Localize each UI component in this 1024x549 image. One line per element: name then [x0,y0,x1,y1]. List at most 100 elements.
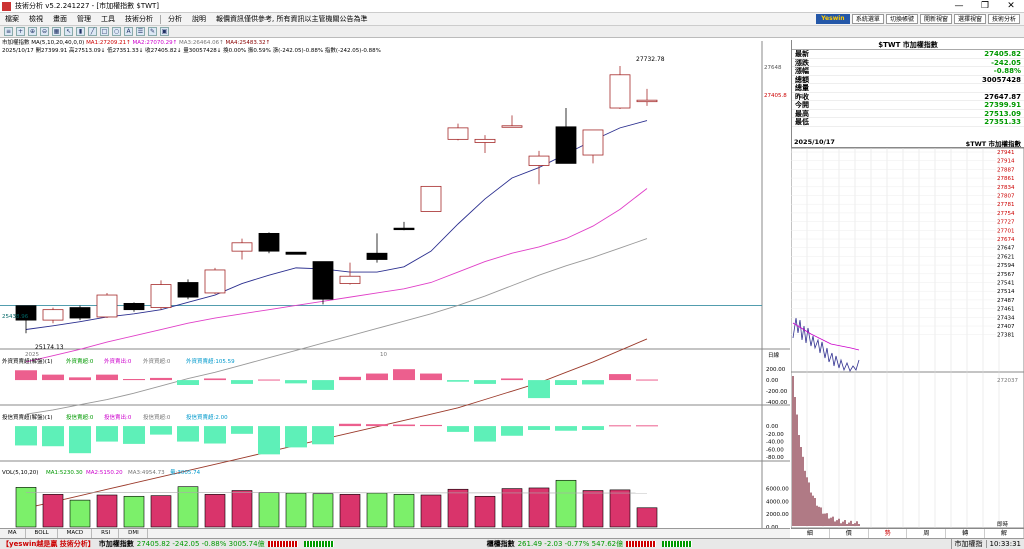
menu-file[interactable]: 檔案 [5,15,19,23]
circle-icon[interactable]: ○ [112,27,121,36]
zoom-in-icon[interactable]: ⊕ [28,27,37,36]
cursor-icon[interactable]: ↖ [64,27,73,36]
menu-analysis[interactable]: 分析 [168,15,182,23]
info-bar: 市加權指數 MA(5,10,20,40,0,0) MA1:27209.21↑ M… [0,39,762,57]
foreign-panel: 200.00 0.00 -200.00 -400.00 [15,367,788,406]
mini-tick: 27941 [997,150,1015,156]
fib-icon[interactable]: ☰ [136,27,145,36]
tab-rsi[interactable]: RSI [93,529,120,538]
menu-tech[interactable]: 技術分析 [125,15,153,23]
zoom-out-icon[interactable]: ⊖ [40,27,49,36]
bar [42,426,64,447]
bar [555,380,577,385]
mini-tick: 27514 [997,289,1015,295]
select-window-button[interactable]: 選擇視窗 [953,14,986,24]
bar [339,423,361,427]
left-tag: 25438.96 [2,314,29,320]
bar [231,380,253,384]
dealer-title: 投信買賣超(解盤)(1) [2,413,53,421]
status-idx1-name: 市加權指數 [98,540,134,548]
tab-turnover[interactable]: 轉 [946,529,986,538]
minimize-button[interactable]: — [954,1,964,11]
info-ma2: MA2:27070.29↑ [132,40,178,46]
volume-bar [177,486,199,528]
candle [447,127,469,140]
info-vol: 量30057428↓ [183,48,222,54]
volume-bar [366,492,388,528]
menu-view[interactable]: 檢視 [29,15,43,23]
candle [339,275,361,284]
maximize-button[interactable]: ❐ [980,1,990,11]
tab-analysis[interactable]: 解 [985,529,1024,538]
plus-icon[interactable]: + [16,27,25,36]
candle [258,232,280,252]
quote-key: 總量 [795,84,809,92]
mini-tick: 27647 [997,246,1015,252]
status-right-label: 市加權指 [950,539,986,549]
quote-value: -242.05 [991,58,1021,67]
menu-tools[interactable]: 工具 [101,15,115,23]
tab-boll[interactable]: BOLL [27,529,58,538]
candle [150,284,172,308]
candle [123,302,145,311]
candle [69,307,91,319]
max-price-label: 27732.78 [636,56,665,63]
info-name: 市加權指數 [2,40,30,46]
quote-value: 27647.87 [984,92,1021,101]
info-ma3: MA3:26464.06↑ [179,40,224,46]
tab-macd[interactable]: MACD [59,529,93,538]
volume-bar [285,492,307,528]
bar [150,426,172,435]
draw-icon[interactable]: ✎ [148,27,157,36]
close-button[interactable]: ✕ [1007,1,1015,11]
bar [582,426,604,430]
tab-dmi[interactable]: DMI [120,529,148,538]
mini-chart[interactable]: 27941 27914 27887 27861 27834 27807 27781 27754… [791,148,1024,528]
tab-price[interactable]: 價 [830,529,869,538]
menu-screen[interactable]: 畫面 [53,15,67,23]
new-window-button[interactable]: 開新視窗 [919,14,952,24]
line-icon[interactable]: ╱ [88,27,97,36]
bar [231,426,253,434]
mini-tick: 27727 [997,220,1015,226]
menu-icon[interactable]: ≡ [4,27,13,36]
mini-price-line [792,317,860,372]
bar [501,378,523,381]
volume-tick: 0.00 [766,525,779,530]
quote-key: 最低 [795,118,809,126]
chart-area[interactable]: 200.00 0.00 -200.00 -400.00 0.00 -20.00 -40.0… [0,40,790,530]
volume-legend-4: 量:3005.74 [170,469,201,476]
bar [636,379,658,381]
bar [312,426,334,445]
candle [285,251,307,255]
info-chg2: 振0.59% [247,48,271,54]
volume-legend-3: MA3:4954.73 [128,470,165,476]
bar-icon[interactable]: ▮ [76,27,85,36]
tech-analysis-button[interactable]: 技術分析 [987,14,1020,24]
candle [528,155,550,166]
dealer-legend-4: 投信買賣超:2.00 [186,413,228,421]
candle [474,138,496,143]
dealer-panel: 0.00 -20.00 -40.00-60.00 -80.00 [15,423,784,461]
dealer-tick: -60.00 [766,447,784,453]
menu-manage[interactable]: 管理 [77,15,91,23]
save-icon[interactable]: ▣ [160,27,169,36]
tab-trend[interactable]: 勢 [869,529,908,538]
tab-week[interactable]: 周 [907,529,947,538]
status-bar: 【yeswin越是贏 技術分析】 市加權指數 27405.82 -242.05 … [0,538,1024,549]
volume-bar [474,495,496,528]
disclaimer-text: 報價資訊僅供參考, 所有資訊以主管機關公告為準 [216,15,368,23]
foreign-legend-3: 外資買超:0 [143,357,171,365]
tab-detail[interactable]: 細 [791,529,830,538]
tab-ma[interactable]: MA [0,529,26,538]
foreign-tick: 200.00 [766,367,786,373]
mini-chart-header: 2025/10/17 $TWT 市加權指數 [791,138,1024,148]
volume-panel: 6000.00 4000.00 2000.00 0.00 [15,479,789,530]
grid-icon[interactable]: ▦ [52,27,61,36]
switch-account-button[interactable]: 切換帳號 [885,14,918,24]
text-icon[interactable]: A [124,27,133,36]
mini-tick: 27701 [997,228,1015,234]
rect-icon[interactable]: □ [100,27,109,36]
menu-help[interactable]: 說明 [192,15,206,23]
system-menu-button[interactable]: 系統選單 [851,14,884,24]
